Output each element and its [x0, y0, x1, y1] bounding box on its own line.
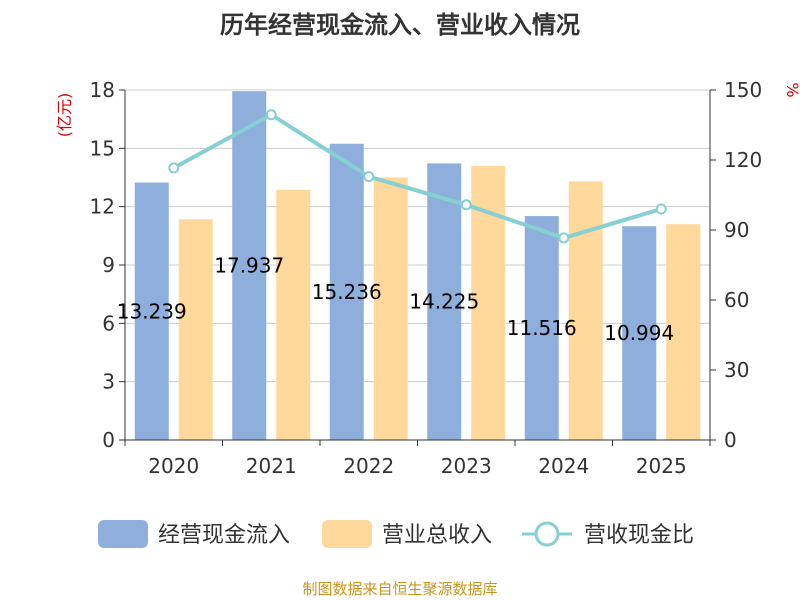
left-tick-label: 18: [90, 78, 115, 102]
bar-cash-inflow: [427, 163, 462, 440]
left-tick-label: 12: [90, 195, 115, 219]
bar-revenue: [276, 189, 311, 440]
bar-cash-inflow: [232, 91, 267, 440]
data-source: 制图数据来自恒生聚源数据库: [302, 580, 498, 598]
axes: 0 3 6 9 12 15 18 0 30 60 90 120 150 2020 2021 2022 2023 2…: [90, 78, 763, 478]
data-label: 17.937: [214, 254, 284, 278]
right-tick-label: 90: [724, 218, 749, 242]
bar-revenue: [666, 224, 701, 440]
x-tick-label: 2024: [538, 454, 589, 478]
legend-label: 经营现金流入: [158, 523, 290, 548]
legend-swatch: [322, 520, 372, 548]
legend-marker: [534, 521, 560, 547]
bar-revenue: [373, 177, 408, 440]
bar-revenue: [178, 219, 213, 440]
bar-cash-inflow: [329, 143, 364, 440]
ratio-point: [168, 162, 180, 174]
x-tick-label: 2023: [441, 454, 492, 478]
data-label: 15.236: [312, 280, 382, 304]
legend-swatch: [98, 520, 148, 548]
data-label: 13.239: [117, 299, 187, 323]
left-tick-label: 0: [102, 428, 115, 452]
ratio-line: [168, 109, 667, 244]
left-tick-label: 15: [90, 136, 115, 160]
left-tick-label: 6: [102, 311, 115, 335]
bar-revenue: [568, 181, 603, 440]
data-label: 11.516: [507, 316, 577, 340]
left-tick-label: 3: [102, 370, 115, 394]
x-tick-label: 2021: [246, 454, 297, 478]
ratio-point: [265, 109, 277, 121]
ratio-line-path: [172, 112, 662, 241]
ratio-point: [460, 199, 472, 211]
right-tick-label: 120: [724, 148, 762, 172]
right-tick-label: 30: [724, 358, 749, 382]
bar-cash-inflow: [134, 182, 169, 440]
legend-label: 营业总收入: [382, 523, 492, 548]
legend: 经营现金流入 营业总收入 营收现金比: [98, 520, 694, 548]
left-axis-unit: (亿元): [55, 93, 74, 138]
bar-cash-inflow: [524, 216, 559, 440]
bar-cash-inflow: [622, 226, 657, 440]
x-tick-label: 2020: [148, 454, 199, 478]
right-tick-label: 60: [724, 288, 749, 312]
right-tick-label: 150: [724, 78, 762, 102]
x-tick-label: 2022: [343, 454, 394, 478]
gridlines: [125, 89, 710, 383]
data-label: 14.225: [409, 290, 479, 314]
data-label: 10.994: [604, 321, 674, 345]
left-tick-label: 9: [102, 253, 115, 277]
ratio-point: [363, 171, 375, 183]
legend-label: 营收现金比: [584, 523, 694, 548]
chart-title: 历年经营现金流入、营业收入情况: [220, 11, 580, 39]
right-axis-unit: %: [783, 82, 800, 97]
x-tick-label: 2025: [636, 454, 687, 478]
bars: [134, 91, 701, 441]
ratio-point: [655, 203, 667, 215]
data-labels: 13.239 17.937 15.236 14.225 11.516 10.994: [117, 254, 674, 346]
ratio-point: [558, 232, 570, 244]
right-tick-label: 0: [724, 428, 737, 452]
